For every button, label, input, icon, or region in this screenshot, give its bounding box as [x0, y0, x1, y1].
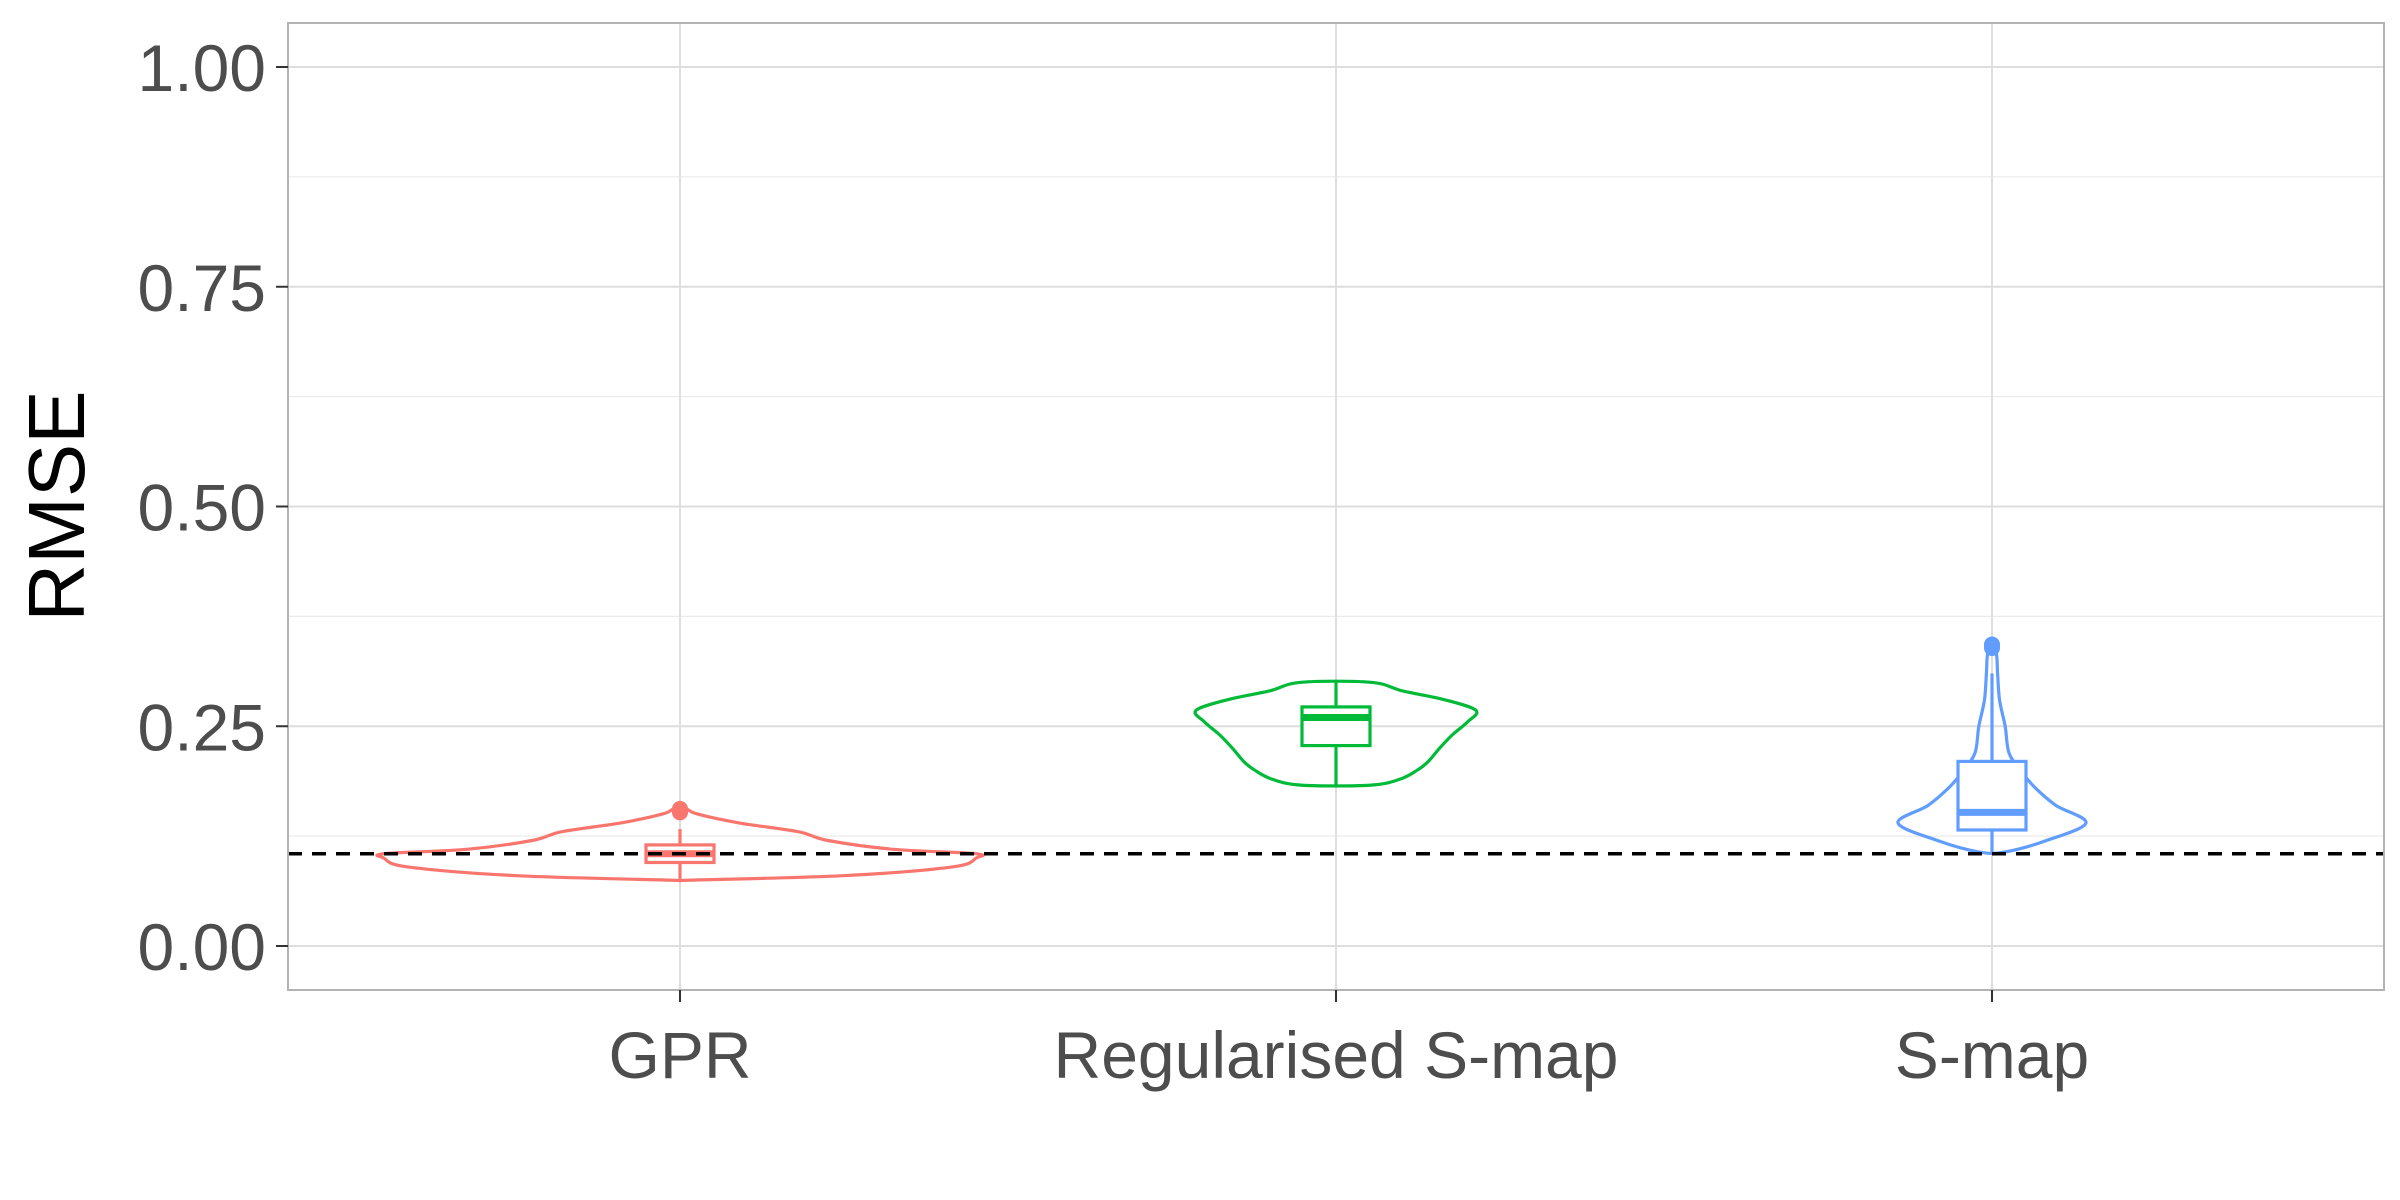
box-body: [1956, 759, 2028, 832]
violin-2: [1193, 679, 1479, 788]
x-axis-ticks: GPR Regularised S-map S-map: [608, 990, 2089, 1092]
x-tick-label: GPR: [608, 1018, 751, 1092]
grid-lines: [288, 23, 2384, 990]
y-tick-label: 0.25: [138, 690, 266, 764]
outlier-point: [1984, 636, 2000, 653]
box-body: [1300, 705, 1372, 748]
y-axis-title: RMSE: [12, 390, 101, 621]
plot-marks: [288, 636, 2384, 883]
outlier-point: [672, 800, 688, 817]
y-tick-label: 1.00: [138, 31, 266, 105]
y-tick-label: 0.00: [138, 910, 266, 984]
x-tick-label: Regularised S-map: [1054, 1018, 1619, 1092]
y-tick-label: 0.50: [138, 471, 266, 545]
y-axis-ticks: 0.00 0.25 0.50 0.75 1.00: [138, 31, 288, 984]
y-tick-label: 0.75: [138, 251, 266, 325]
x-tick-label: S-map: [1895, 1018, 2089, 1092]
